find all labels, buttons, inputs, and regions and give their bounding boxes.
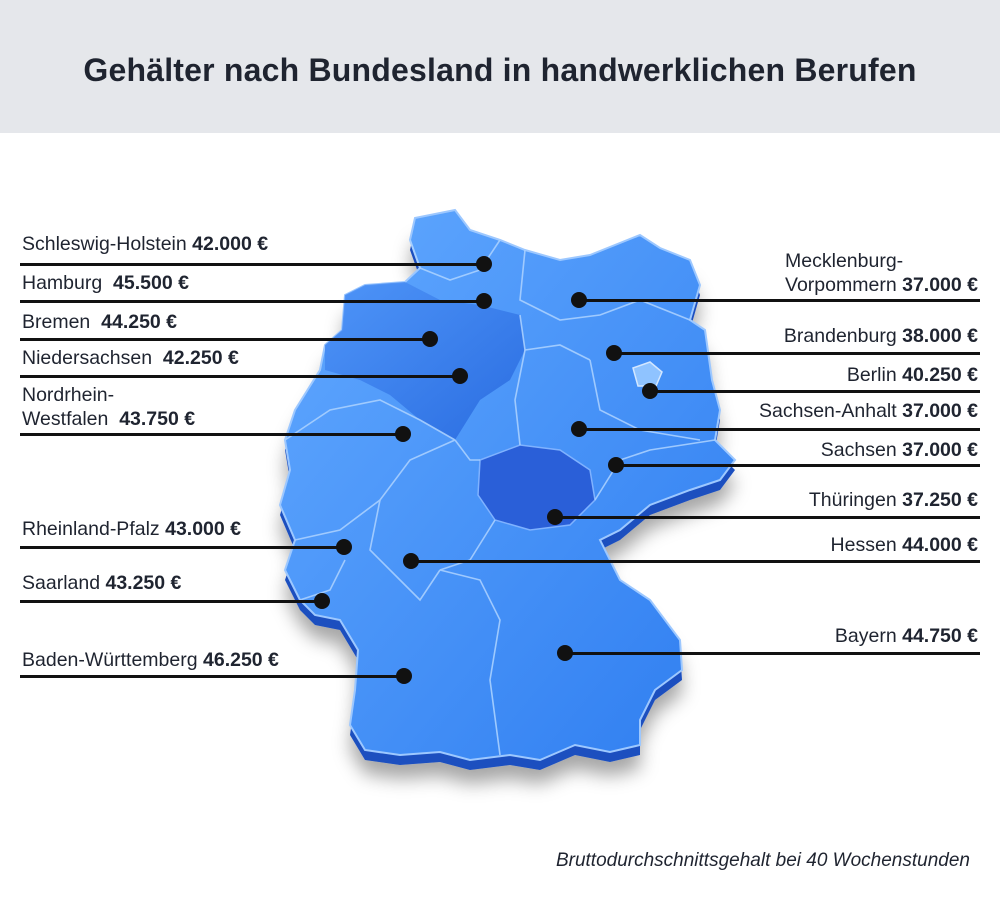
state-salary: 42.000 € (192, 233, 269, 255)
label-schleswig-holstein: Schleswig-Holstein 42.000 € (22, 232, 268, 256)
state-name: Thüringen (808, 489, 897, 511)
marker-bayern (557, 645, 573, 661)
state-salary: 37.000 € (902, 400, 978, 422)
leader-line-mecklenburg-vorpommern (579, 299, 980, 302)
leader-line-baden-wuerttemberg (20, 675, 404, 678)
marker-brandenburg (606, 345, 622, 361)
state-salary: 44.750 € (902, 625, 978, 647)
marker-berlin (642, 383, 658, 399)
state-salary: 38.000 € (902, 325, 978, 347)
label-brandenburg: Brandenburg 38.000 € (784, 324, 978, 348)
state-salary: 43.250 € (105, 572, 182, 594)
leader-line-sachsen-anhalt (579, 428, 980, 431)
label-saarland: Saarland 43.250 € (22, 571, 181, 595)
label-sachsen-anhalt: Sachsen-Anhalt 37.000 € (759, 399, 978, 423)
state-salary: 43.750 € (119, 408, 196, 430)
marker-hessen (403, 553, 419, 569)
marker-baden-wuerttemberg (396, 668, 412, 684)
label-hessen: Hessen 44.000 € (831, 533, 978, 557)
state-salary: 43.000 € (165, 518, 241, 540)
state-name: Niedersachsen (22, 347, 153, 369)
marker-niedersachsen (452, 368, 468, 384)
leader-line-hamburg (20, 300, 484, 303)
label-nordrhein-westfalen: Nordrhein- Westfalen 43.750 € (22, 383, 195, 431)
marker-nordrhein-westfalen (395, 426, 411, 442)
state-name: Rheinland-Pfalz (22, 518, 160, 540)
state-name: Bayern (834, 625, 897, 647)
leader-line-nordrhein-westfalen (20, 433, 403, 436)
leader-line-berlin (650, 390, 980, 393)
title-banner (0, 0, 1000, 133)
state-name: Hamburg (22, 272, 103, 294)
footnote: Bruttodurchschnittsgehalt bei 40 Wochens… (555, 850, 970, 871)
marker-sachsen-anhalt (571, 421, 587, 437)
leader-line-brandenburg (614, 352, 980, 355)
page-title: Gehälter nach Bundesland in handwerklich… (83, 52, 917, 88)
state-name: Brandenburg (783, 325, 897, 347)
label-niedersachsen: Niedersachsen 42.250 € (22, 346, 239, 370)
state-salary: 45.500 € (113, 272, 189, 294)
leader-line-bayern (565, 652, 980, 655)
marker-bremen (422, 331, 438, 347)
state-name: Schleswig-Holstein (22, 233, 187, 255)
leader-line-schleswig-holstein (20, 263, 484, 266)
label-bremen: Bremen 44.250 € (22, 310, 177, 334)
state-name-line2: Westfalen (22, 408, 109, 430)
state-name: Berlin (846, 364, 897, 386)
label-mecklenburg-vorpommern: Mecklenburg- Vorpommern 37.000 € (785, 249, 978, 297)
state-salary: 37.000 € (902, 439, 978, 461)
state-name: Saarland (22, 572, 101, 594)
leader-line-rheinland-pfalz (20, 546, 344, 549)
state-name: Hessen (830, 534, 897, 556)
leader-line-thueringen (555, 516, 980, 519)
state-name: Sachsen-Anhalt (759, 400, 897, 422)
state-name-line1: Nordrhein- (22, 384, 115, 406)
marker-thueringen (547, 509, 563, 525)
label-thueringen: Thüringen 37.250 € (809, 488, 978, 512)
label-berlin: Berlin 40.250 € (847, 363, 978, 387)
state-name-line2: Vorpommern (785, 274, 897, 296)
marker-hamburg (476, 293, 492, 309)
marker-saarland (314, 593, 330, 609)
leader-line-niedersachsen (20, 375, 460, 378)
label-rheinland-pfalz: Rheinland-Pfalz 43.000 € (22, 517, 241, 541)
state-name: Baden-Württemberg (22, 649, 198, 671)
state-name: Sachsen (820, 439, 897, 461)
state-salary: 42.250 € (162, 347, 239, 369)
state-salary: 40.250 € (902, 364, 978, 386)
state-salary: 37.000 € (902, 274, 978, 296)
marker-schleswig-holstein (476, 256, 492, 272)
state-name-line1: Mecklenburg- (785, 250, 904, 272)
leader-line-sachsen (616, 464, 980, 467)
leader-line-saarland (20, 600, 322, 603)
state-salary: 44.250 € (101, 311, 178, 333)
leader-line-bremen (20, 338, 430, 341)
leader-line-hessen (411, 560, 980, 563)
label-baden-wuerttemberg: Baden-Württemberg 46.250 € (22, 648, 279, 672)
state-salary: 37.250 € (902, 489, 978, 511)
state-salary: 44.000 € (902, 534, 978, 556)
marker-rheinland-pfalz (336, 539, 352, 555)
label-bayern: Bayern 44.750 € (835, 624, 978, 648)
marker-mecklenburg-vorpommern (571, 292, 587, 308)
state-salary: 46.250 € (203, 649, 279, 671)
state-name: Bremen (22, 311, 91, 333)
label-hamburg: Hamburg 45.500 € (22, 271, 189, 295)
label-sachsen: Sachsen 37.000 € (821, 438, 978, 462)
marker-sachsen (608, 457, 624, 473)
